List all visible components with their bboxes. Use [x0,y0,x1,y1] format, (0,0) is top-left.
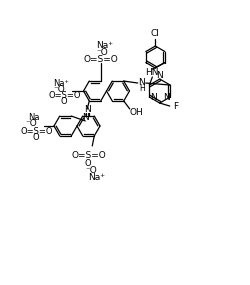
Text: H: H [139,84,144,93]
Text: N: N [82,113,88,123]
Text: ⁻O: ⁻O [97,48,108,56]
Text: N: N [163,93,170,101]
Text: Na⁺: Na⁺ [54,78,70,87]
Text: ⁻O: ⁻O [86,166,97,176]
Text: HN: HN [146,68,159,77]
Text: O=S=O: O=S=O [48,91,81,101]
Text: O: O [33,133,39,141]
Text: Na⁺: Na⁺ [88,174,105,182]
Text: N: N [84,105,90,115]
Text: N: N [156,71,163,80]
Text: Na: Na [28,113,40,123]
Text: OH: OH [130,109,143,117]
Text: ⁻O: ⁻O [54,84,66,93]
Text: Na⁺: Na⁺ [96,40,113,50]
Text: O=S=O: O=S=O [21,127,53,135]
Text: O=S=O: O=S=O [72,151,106,160]
Text: O: O [85,160,91,168]
Text: N: N [150,93,157,101]
Text: O: O [60,97,67,107]
Text: ⁻O: ⁻O [25,119,37,129]
Text: F: F [173,101,178,111]
Text: O=S=O: O=S=O [84,54,118,64]
Text: N: N [138,78,145,87]
Text: Cl: Cl [151,28,160,38]
